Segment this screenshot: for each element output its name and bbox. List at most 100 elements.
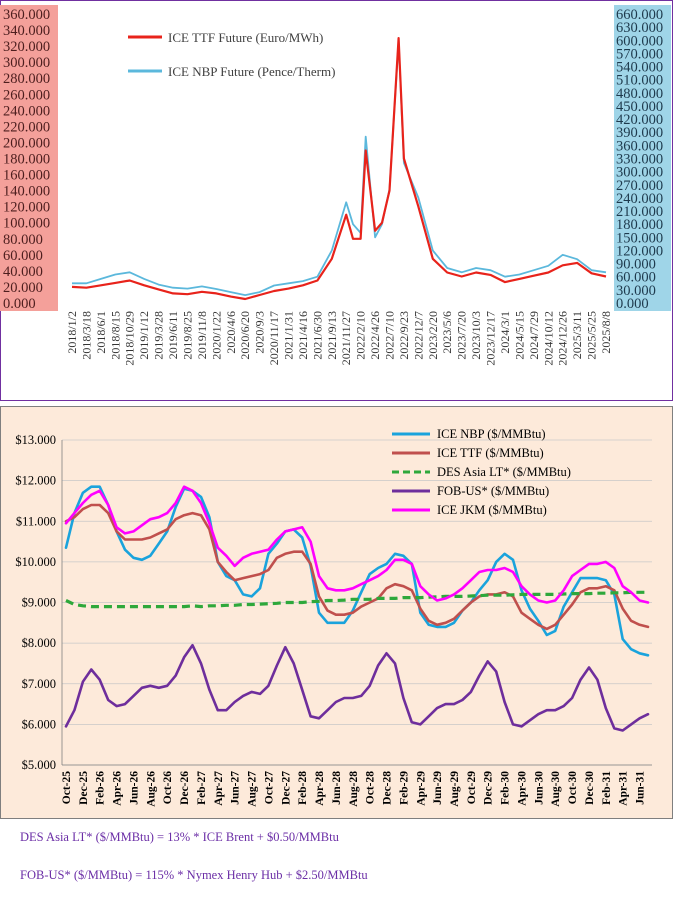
legend: ICE TTF Future (Euro/MWh) ICE NBP Future … [128,30,335,79]
x-tick-label: Jun-27 [230,771,242,805]
legend-label-fob-us-mmbtu: FOB-US* ($/MMBtu) [437,484,549,498]
right-axis-label-background [614,5,671,311]
legend: ICE NBP ($/MMBtu) ICE TTF ($/MMBtu) DES As… [392,427,571,517]
left-tick-label: 120.000 [3,200,50,216]
x-tick-label: Feb-29 [398,771,410,805]
x-tick-label: 2021/11/27 [339,311,353,365]
series-line-ice-ttf-mmbtu [64,503,650,631]
lng-price-forecast-chart: $5.000 $6.000 $7.000 $8.000 $9.000 $10.000 $11… [0,406,673,819]
legend-label-ice-jkm-mmbtu: ICE JKM ($/MMBtu) [437,503,547,517]
x-tick-label: 2019/11/8 [195,311,209,359]
x-tick-label: 2023/12/17 [484,311,498,366]
x-tick-label: Aug-30 [550,771,562,807]
footnotes: DES Asia LT* ($/MMBtu) = 13% * ICE Brent… [20,828,368,904]
legend-label-ice-ttf-future-euro-mwh: ICE TTF Future (Euro/MWh) [168,30,323,45]
left-tick-label: 340.000 [3,23,50,39]
legend-label-ice-ttf-mmbtu: ICE TTF ($/MMBtu) [437,446,544,460]
x-tick-label: Aug-26 [145,771,157,807]
series-line-ice-ttf-future-euro-mwh [71,36,607,301]
x-tick-label: 2023/5/6 [440,311,454,354]
x-tick-label: Feb-27 [196,771,208,805]
x-tick-label: Dec-27 [280,771,292,805]
y-axis: $5.000 $6.000 $7.000 $8.000 $9.000 $10.000 $11… [15,433,63,772]
x-tick-label: 2024/12/26 [556,311,570,366]
right-tick-label: 210.000 [616,204,663,220]
left-axis: 0.00020.00040.00060.00080.000100.000120.… [0,5,58,312]
x-tick-label: 2018/3/18 [79,311,93,360]
x-tick-label: 2023/10/3 [469,311,483,360]
right-tick-label: 150.000 [616,230,663,246]
right-tick-label: 480.000 [616,86,663,102]
left-tick-label: 140.000 [3,184,50,200]
plot-area [64,485,650,732]
x-tick-label: 2021/9/13 [325,311,339,360]
left-axis-label-background [0,5,58,311]
x-tick-label: 2020/6/20 [238,311,252,360]
left-tick-label: 0.000 [3,296,36,312]
series-line-ice-jkm-mmbtu [64,485,650,604]
left-tick-label: 100.000 [3,216,50,232]
right-tick-label: 540.000 [616,60,663,76]
x-tick-label: Dec-25 [78,771,90,805]
x-tick-label: Apr-31 [618,771,630,806]
x-tick-label: 2022/7/10 [383,311,397,360]
chart1-frame [0,0,673,401]
y-tick-label: $9.000 [22,596,56,610]
x-tick-label: Feb-28 [297,771,309,805]
x-tick-label: Jun-31 [635,771,647,805]
gas-futures-history-chart: 0.00020.00040.00060.00080.000100.000120.… [0,0,673,401]
left-tick-label: 20.000 [3,280,43,296]
x-tick-label: 2019/8/25 [180,311,194,360]
right-tick-label: 660.000 [616,7,663,23]
x-tick-label: 2024/3/1 [498,311,512,354]
x-axis: 2018/1/2 2018/3/18 2018/6/1 2018/8/15 2018/1… [65,311,613,366]
series-line-des-asia-lt-mmbtu [65,590,648,609]
x-tick-label: 2020/1/22 [209,311,223,360]
left-tick-label: 280.000 [3,71,50,87]
y-tick-label: $12.000 [15,474,56,488]
right-tick-label: 30.000 [616,283,656,299]
legend-label-ice-nbp-mmbtu: ICE NBP ($/MMBtu) [437,427,546,441]
x-tick-label: 2018/6/1 [94,311,108,354]
x-tick-label: Oct-28 [365,771,377,804]
x-tick-label: 2021/6/30 [310,311,324,360]
x-tick-label: 2021/4/16 [296,311,310,360]
right-tick-label: 360.000 [616,138,663,154]
left-tick-label: 220.000 [3,119,50,135]
x-tick-label: 2022/2/10 [354,311,368,360]
left-tick-label: 240.000 [3,103,50,119]
x-tick-label: Dec-28 [382,771,394,805]
right-tick-label: 180.000 [616,217,663,233]
x-tick-label: Apr-27 [213,771,225,806]
y-tick-label: $5.000 [22,758,56,772]
x-tick-label: 2019/1/12 [137,311,151,360]
x-tick-label: 2021/1/31 [281,311,295,360]
left-tick-label: 160.000 [3,168,50,184]
left-tick-label: 320.000 [3,39,50,55]
x-tick-label: Dec-26 [179,771,191,805]
x-tick-label: Oct-25 [61,771,73,804]
x-tick-label: Apr-26 [112,771,124,806]
left-tick-label: 300.000 [3,55,50,71]
x-tick-label: 2024/10/12 [541,311,555,366]
x-tick-label: Apr-30 [516,771,528,806]
x-tick-label: 2025/8/8 [599,311,613,354]
x-tick-label: 2018/10/29 [123,311,137,366]
right-tick-label: 60.000 [616,270,656,286]
chart2-background [0,406,673,819]
x-tick-label: Jun-28 [331,771,343,805]
x-tick-label: Oct-27 [263,771,275,804]
x-tick-label: 2019/6/11 [166,311,180,359]
x-tick-label: Oct-29 [466,771,478,804]
legend-label-des-asia-lt-mmbtu: DES Asia LT* ($/MMBtu) [437,465,571,479]
left-tick-label: 80.000 [3,232,43,248]
x-tick-label: 2024/5/15 [512,311,526,360]
x-tick-label: Feb-26 [95,771,107,805]
x-axis: Oct-25 Dec-25 Feb-26 Apr-26 Jun-26 Aug-26 Oct-… [61,764,652,807]
right-tick-label: 570.000 [616,46,663,62]
x-tick-label: Feb-30 [500,771,512,805]
y-tick-label: $11.000 [16,514,56,528]
x-tick-label: Jun-26 [128,771,140,805]
right-tick-label: 600.000 [616,33,663,49]
right-tick-label: 270.000 [616,178,663,194]
